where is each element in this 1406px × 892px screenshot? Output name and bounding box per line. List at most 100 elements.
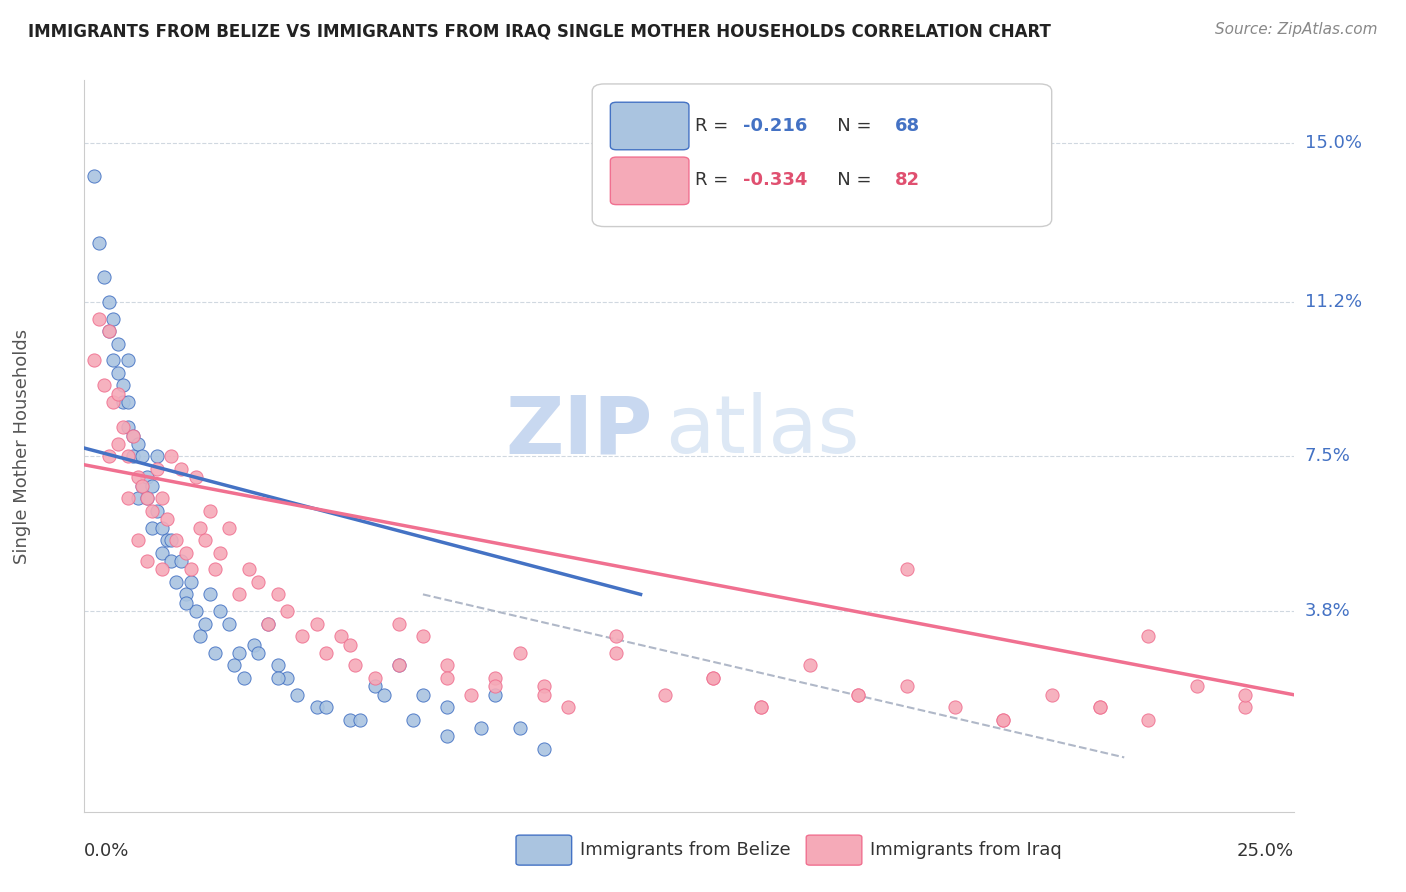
Text: 68: 68 (894, 117, 920, 135)
Text: 15.0%: 15.0% (1305, 134, 1361, 152)
Point (846, 688, 869, 702)
Point (103, 353, 125, 368)
Point (1137, 629, 1160, 643)
Point (97, 294, 120, 309)
Point (208, 545, 231, 559)
FancyBboxPatch shape (610, 157, 689, 204)
Point (121, 450, 143, 464)
Point (127, 437, 149, 451)
Point (97, 324, 120, 338)
Point (208, 604, 231, 618)
Point (155, 512, 177, 526)
Point (160, 533, 183, 547)
Point (218, 616, 240, 631)
Point (436, 671, 458, 685)
Text: Single Mother Households: Single Mother Households (13, 328, 31, 564)
Point (315, 646, 337, 660)
Point (131, 479, 153, 493)
Text: R =: R = (695, 171, 734, 189)
Point (654, 688, 676, 702)
Point (1234, 688, 1257, 702)
Text: ZIP: ZIP (505, 392, 652, 470)
Point (127, 533, 149, 547)
Point (204, 562, 226, 576)
Point (484, 688, 506, 702)
Point (349, 713, 371, 727)
Point (702, 671, 724, 685)
Point (257, 616, 280, 631)
Point (799, 658, 821, 673)
Point (344, 658, 367, 673)
Point (751, 700, 773, 714)
Point (247, 574, 270, 589)
Point (107, 336, 129, 351)
Point (127, 470, 149, 484)
Point (896, 562, 918, 576)
Point (1088, 700, 1111, 714)
Point (112, 395, 135, 409)
Text: Immigrants from Belize: Immigrants from Belize (581, 841, 790, 860)
Point (329, 629, 352, 643)
FancyBboxPatch shape (610, 103, 689, 150)
Point (315, 700, 337, 714)
Point (190, 520, 212, 534)
Point (136, 491, 159, 506)
Text: Immigrants from Iraq: Immigrants from Iraq (870, 841, 1062, 860)
Point (533, 688, 555, 702)
Point (184, 470, 207, 484)
Point (107, 386, 129, 401)
Point (460, 688, 482, 702)
Point (127, 491, 149, 506)
Point (146, 462, 169, 476)
Text: 25.0%: 25.0% (1236, 842, 1294, 860)
Text: N =: N = (820, 117, 877, 135)
Point (107, 437, 129, 451)
Point (141, 479, 163, 493)
Point (97, 450, 120, 464)
Point (509, 646, 531, 660)
Point (291, 629, 314, 643)
Point (194, 616, 217, 631)
Point (131, 479, 153, 493)
Point (136, 470, 159, 484)
Point (180, 562, 202, 576)
Point (267, 587, 290, 601)
Point (121, 428, 143, 442)
Point (150, 491, 173, 506)
Text: IMMIGRANTS FROM BELIZE VS IMMIGRANTS FROM IRAQ SINGLE MOTHER HOUSEHOLDS CORRELAT: IMMIGRANTS FROM BELIZE VS IMMIGRANTS FRO… (28, 22, 1052, 40)
Text: Source: ZipAtlas.com: Source: ZipAtlas.com (1215, 22, 1378, 37)
Point (993, 713, 1015, 727)
Point (112, 378, 135, 392)
Point (107, 366, 129, 380)
Point (155, 533, 177, 547)
Point (257, 616, 280, 631)
Point (267, 671, 290, 685)
Point (363, 671, 385, 685)
Point (238, 562, 260, 576)
Point (184, 604, 207, 618)
Point (470, 721, 492, 735)
Point (180, 574, 202, 589)
Point (117, 450, 139, 464)
Point (605, 629, 627, 643)
Point (141, 504, 163, 518)
Point (93, 378, 115, 392)
Point (943, 700, 966, 714)
Point (388, 616, 411, 631)
Point (339, 713, 361, 727)
Point (174, 587, 197, 601)
Point (305, 700, 328, 714)
Point (605, 646, 627, 660)
Point (896, 679, 918, 693)
Point (87, 311, 110, 326)
Point (436, 658, 458, 673)
Point (174, 545, 197, 559)
Text: 7.5%: 7.5% (1305, 448, 1351, 466)
Point (484, 671, 506, 685)
Text: N =: N = (820, 171, 877, 189)
Point (190, 629, 212, 643)
Point (305, 616, 328, 631)
Point (402, 713, 425, 727)
Point (276, 604, 298, 618)
Point (1234, 700, 1257, 714)
